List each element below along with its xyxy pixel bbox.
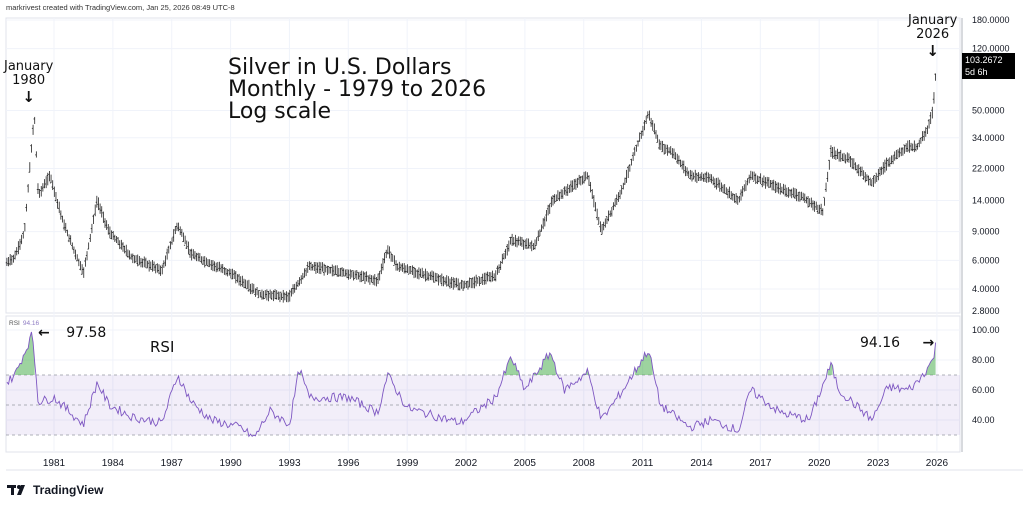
rsi-annotation-label: RSI [150, 338, 175, 356]
arrow-down-icon: ↓ [926, 41, 939, 60]
y-tick-label: 50.0000 [972, 106, 1005, 116]
x-tick-label: 1981 [43, 458, 66, 469]
x-tick-label: 2005 [514, 458, 537, 469]
rsi-line [6, 331, 937, 438]
rsi-peak-value: 97.58 [66, 325, 107, 341]
x-tick-label: 1993 [278, 458, 301, 469]
x-tick-label: 2011 [632, 458, 654, 469]
rsi-overbought-fill [297, 370, 302, 375]
x-tick-label: 2026 [926, 458, 949, 469]
annotation-line: 1980 [12, 73, 46, 89]
y-tick-label: 4.0000 [972, 284, 1000, 294]
y-tick-label: 14.0000 [972, 195, 1005, 205]
rsi-current-value: 94.16 [860, 335, 901, 351]
y-tick-label: 22.0000 [972, 164, 1005, 174]
rsi-tick-label: 60.00 [972, 385, 995, 395]
rsi-tick-label: 100.00 [972, 325, 1000, 335]
rsi-legend-name: RSI [9, 320, 20, 327]
rsi-band-background [6, 375, 960, 435]
rsi-legend[interactable]: RSI 94.16 [9, 320, 39, 327]
title-line: Log scale [228, 99, 331, 124]
x-tick-label: 1999 [396, 458, 419, 469]
arrow-down-icon: ↓ [22, 87, 35, 106]
credit-text: markrivest created with TradingView.com,… [6, 3, 235, 12]
y-tick-label: 2.8000 [972, 306, 1000, 316]
brand-name: TradingView [33, 483, 104, 497]
rsi-tick-label: 40.00 [972, 415, 995, 425]
price-pane [5, 17, 961, 314]
x-tick-label: 1984 [102, 458, 125, 469]
rsi-pane [5, 315, 961, 453]
x-tick-label: 2014 [690, 458, 713, 469]
rsi-current-annotation: 94.16 → [860, 335, 935, 351]
chart-title-annotation: Silver in U.S. Dollars Monthly - 1979 to… [228, 57, 486, 123]
x-tick-label: 2008 [573, 458, 596, 469]
jan1980-annotation: January 1980 ↓ [4, 59, 54, 106]
x-tick-label: 1990 [219, 458, 242, 469]
title-line: Monthly - 1979 to 2026 [228, 77, 487, 102]
x-tick-label: 2017 [749, 458, 772, 469]
x-tick-label: 1987 [161, 458, 184, 469]
rsi-tick-label: 80.00 [972, 355, 995, 365]
title-line: Silver in U.S. Dollars [228, 55, 452, 80]
x-tick-label: 2020 [808, 458, 831, 469]
y-tick-label: 180.0000 [972, 15, 1010, 25]
bar-countdown: 5d 6h [965, 67, 988, 77]
rsi-overbought-fill [503, 356, 519, 375]
annotation-line: January [908, 13, 958, 28]
jan2026-annotation: January 2026 ↓ [908, 13, 958, 60]
rsi-legend-value: 94.16 [22, 320, 40, 327]
rsi-overbought-fill [533, 353, 557, 375]
y-tick-label: 9.0000 [972, 227, 1000, 237]
arrow-right-icon: → [922, 335, 935, 351]
rsi-overbought-fill [634, 352, 653, 375]
y-tick-label: 120.0000 [972, 44, 1010, 54]
last-price-badge: 103.2672 5d 6h [962, 53, 1015, 79]
tradingview-logo-icon [7, 485, 25, 495]
y-tick-label: 34.0000 [972, 133, 1005, 143]
x-tick-label: 2023 [867, 458, 890, 469]
annotation-line: January [4, 59, 54, 74]
x-tick-label: 1996 [337, 458, 360, 469]
tradingview-logo[interactable]: TradingView [7, 483, 103, 497]
rsi-peak-annotation: ← 97.58 [38, 325, 107, 341]
annotation-line: 2026 [916, 27, 950, 43]
arrow-left-icon: ← [38, 325, 50, 341]
x-tick-label: 2002 [455, 458, 478, 469]
price-bars [5, 73, 936, 303]
rsi-overbought-fill [827, 362, 833, 375]
y-tick-label: 6.0000 [972, 255, 1000, 265]
last-price: 103.2672 [965, 55, 1003, 65]
